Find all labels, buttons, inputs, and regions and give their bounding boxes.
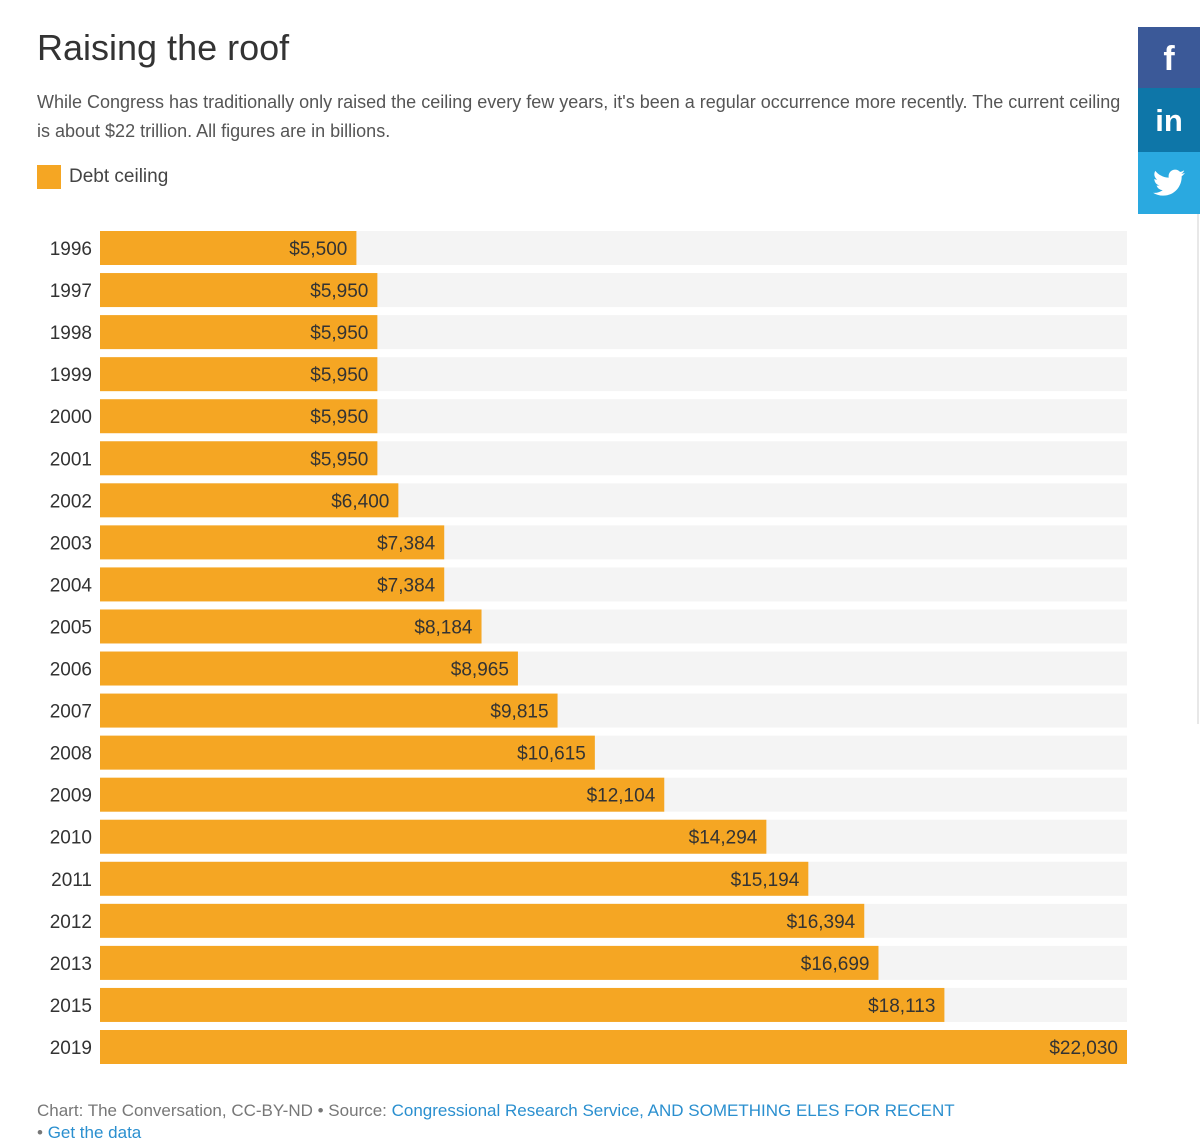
year-label-2003: 2003 (50, 533, 92, 554)
value-label-1999: $5,950 (310, 365, 368, 386)
value-label-2004: $7,384 (377, 575, 436, 596)
chart-footer: Chart: The Conversation, CC-BY-ND • Sour… (37, 1100, 1127, 1144)
year-label-2002: 2002 (50, 491, 92, 512)
chart-legend: Debt ceiling (37, 165, 168, 189)
year-label-2010: 2010 (50, 828, 92, 849)
chart-title: Raising the roof (37, 27, 290, 68)
value-label-2012: $16,394 (787, 912, 856, 933)
bar-2001 (100, 441, 378, 476)
footer-credit: Chart: The Conversation, CC-BY-ND • Sour… (37, 1101, 392, 1120)
year-label-1997: 1997 (50, 281, 92, 302)
scroll-track (1197, 214, 1199, 724)
year-label-2006: 2006 (50, 660, 92, 681)
bar-2019 (100, 1030, 1127, 1064)
value-label-2006: $8,965 (451, 660, 509, 681)
bar-1997 (100, 273, 378, 308)
bar-2007 (100, 693, 558, 728)
legend-label-debt-ceiling: Debt ceiling (69, 166, 169, 187)
bar-2003 (100, 525, 445, 560)
value-label-2015: $18,113 (868, 996, 935, 1017)
year-label-1996: 1996 (50, 239, 92, 260)
chart-subtitle: While Congress has traditionally only ra… (37, 92, 1121, 141)
linkedin-glyph: in (1155, 103, 1183, 137)
share-buttons: f in (1138, 27, 1200, 214)
value-label-2000: $5,950 (310, 407, 368, 428)
value-label-2013: $16,699 (801, 954, 870, 975)
bar-2009 (100, 777, 665, 812)
facebook-icon: f (1163, 42, 1175, 74)
year-label-2012: 2012 (50, 912, 92, 933)
facebook-glyph: f (1163, 42, 1175, 74)
year-label-2001: 2001 (50, 449, 92, 470)
footer-bullet: • (37, 1123, 48, 1142)
value-label-1996: $5,500 (289, 239, 347, 260)
bar-2000 (100, 399, 378, 434)
bar-2013 (100, 945, 879, 980)
year-label-2007: 2007 (50, 702, 92, 723)
value-label-2019: $22,030 (1049, 1038, 1118, 1059)
bar-2010 (100, 819, 767, 854)
value-label-2002: $6,400 (331, 491, 389, 512)
value-label-1997: $5,950 (310, 281, 368, 302)
legend-swatch-debt-ceiling (37, 165, 61, 189)
bar-chart: 1996 $5,500 1997 $5,950 1998 $5,950 1999 $5,950… (50, 231, 1127, 1064)
year-label-2015: 2015 (50, 996, 92, 1017)
source-link[interactable]: Congressional Research Service, AND SOME… (391, 1101, 955, 1120)
linkedin-icon: in (1155, 103, 1183, 137)
year-label-2019: 2019 (50, 1038, 92, 1059)
value-label-2008: $10,615 (517, 744, 586, 765)
value-label-2003: $7,384 (377, 533, 436, 554)
bar-1998 (100, 315, 378, 350)
get-the-data-link[interactable]: Get the data (47, 1123, 142, 1142)
bar-2004 (100, 567, 445, 602)
share-twitter-button[interactable] (1138, 152, 1200, 214)
bar-2015 (100, 987, 945, 1022)
bar-2006 (100, 651, 518, 686)
value-label-2005: $8,184 (414, 617, 473, 638)
year-label-1998: 1998 (50, 323, 92, 344)
bar-2002 (100, 483, 399, 518)
year-label-2013: 2013 (50, 954, 92, 975)
value-label-2009: $12,104 (587, 786, 656, 807)
bar-2005 (100, 609, 482, 644)
year-label-2004: 2004 (50, 575, 93, 596)
twitter-icon (1153, 169, 1185, 196)
value-label-1998: $5,950 (310, 323, 368, 344)
bar-2008 (100, 735, 595, 770)
bar-1996 (100, 231, 357, 265)
bar-2012 (100, 903, 865, 938)
share-facebook-button[interactable]: f (1138, 27, 1200, 88)
bar-1999 (100, 357, 378, 392)
year-label-2000: 2000 (50, 407, 92, 428)
value-label-2011: $15,194 (731, 870, 800, 891)
year-label-2011: 2011 (51, 870, 92, 891)
year-label-2008: 2008 (50, 744, 92, 765)
year-label-2009: 2009 (50, 786, 92, 807)
year-label-2005: 2005 (50, 617, 92, 638)
bar-2011 (100, 861, 809, 896)
value-label-2010: $14,294 (689, 828, 758, 849)
year-label-1999: 1999 (50, 365, 92, 386)
value-label-2007: $9,815 (490, 702, 548, 723)
share-linkedin-button[interactable]: in (1138, 88, 1200, 152)
value-label-2001: $5,950 (310, 449, 368, 470)
